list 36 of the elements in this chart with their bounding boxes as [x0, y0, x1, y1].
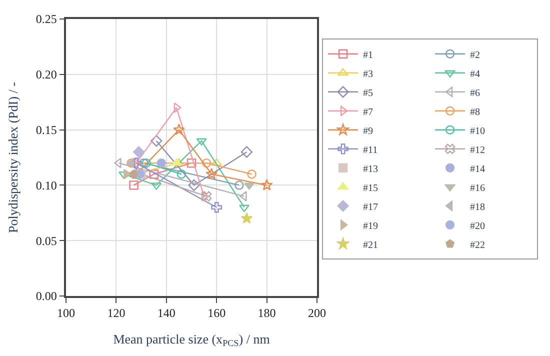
x-tick-label: 120	[107, 306, 126, 320]
legend-label: #5	[363, 88, 374, 99]
y-tick-label: 0.10	[36, 178, 57, 192]
legend-label: #22	[470, 240, 486, 251]
legend-label: #8	[470, 106, 480, 118]
legend-label: #16	[470, 182, 486, 194]
legend-label: #6	[470, 88, 480, 99]
legend-label: #2	[470, 50, 480, 61]
y-tick-label: 0.15	[36, 123, 57, 137]
legend-label: #13	[363, 164, 378, 175]
x-tick-label: 160	[208, 306, 226, 320]
x-tick-label: 100	[57, 306, 75, 320]
y-axis-title: Polydispersity index (PdI) / -	[5, 82, 20, 233]
legend-label: #9	[363, 126, 374, 137]
legend-label: #11	[363, 144, 378, 156]
x-tick-label: 200	[308, 306, 326, 320]
legend-label: #21	[363, 240, 378, 251]
y-tick-label: 0.00	[36, 289, 57, 304]
legend-label: #7	[363, 106, 374, 118]
x-tick-label: 180	[258, 306, 276, 320]
x-axis-title: Mean particle size (x$_{PCS}$) / nm	[113, 331, 270, 348]
legend-label: #3	[363, 68, 374, 80]
x-tick-label: 140	[157, 306, 176, 320]
legend-label: #14	[470, 164, 486, 175]
legend-label: #19	[363, 220, 378, 232]
legend-label: #4	[470, 68, 480, 80]
y-tick-label: 0.20	[36, 68, 57, 82]
y-tick-label: 0.25	[36, 12, 57, 26]
legend-label: #20	[470, 220, 486, 232]
legend-label: #18	[470, 202, 486, 213]
legend-label: #10	[470, 126, 486, 137]
y-tick-label: 0.05	[36, 234, 57, 248]
legend-label: #17	[363, 202, 378, 213]
legend-label: #1	[363, 50, 374, 61]
legend-label: #15	[363, 182, 378, 194]
legend-label: #12	[470, 144, 486, 156]
